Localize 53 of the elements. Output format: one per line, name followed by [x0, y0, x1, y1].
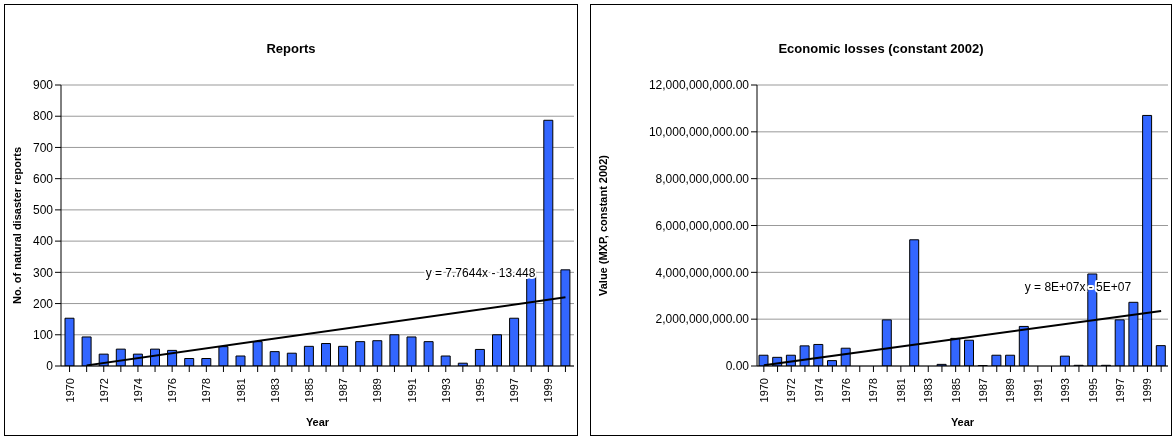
y-tick-label: 2,000,000,000.00 — [655, 312, 750, 327]
y-tick-label: 100 — [32, 328, 54, 343]
x-tick-label: 1991 — [1031, 378, 1044, 403]
x-tick-label: 1972 — [785, 378, 798, 403]
x-axis-title: Year — [305, 416, 330, 428]
chart-title: Reports — [265, 41, 317, 56]
x-tick-label: 1987 — [977, 378, 990, 403]
x-tick-label: 1976 — [166, 378, 179, 403]
y-tick-label: 12,000,000,000.00 — [648, 78, 750, 93]
y-tick-label: 8,000,000,000.00 — [655, 171, 750, 186]
x-tick-label: 1989 — [371, 378, 384, 403]
x-tick-label: 1974 — [131, 378, 144, 403]
x-tick-label: 1974 — [812, 378, 825, 403]
x-tick-label: 1972 — [97, 378, 110, 403]
x-tick-label: 1970 — [757, 378, 770, 403]
x-axis-title: Year — [950, 416, 975, 428]
y-tick-label: 400 — [32, 234, 54, 249]
y-tick-label: 4,000,000,000.00 — [655, 265, 750, 280]
x-tick-label: 1983 — [922, 378, 935, 403]
x-tick-label: 1976 — [840, 378, 853, 403]
x-tick-label: 1989 — [1004, 378, 1017, 403]
x-tick-label: 1978 — [867, 378, 880, 403]
x-tick-label: 1999 — [1141, 378, 1154, 403]
x-tick-label: 1978 — [200, 378, 213, 403]
y-tick-label: 600 — [32, 171, 54, 186]
x-tick-label: 1999 — [542, 378, 555, 403]
x-tick-label: 1995 — [1086, 378, 1099, 403]
x-tick-label: 1991 — [405, 378, 418, 403]
y-tick-label: 0.00 — [725, 359, 750, 374]
x-tick-label: 1981 — [894, 378, 907, 403]
y-tick-label: 300 — [32, 265, 54, 280]
y-tick-label: 0 — [46, 359, 54, 374]
y-tick-label: 700 — [32, 140, 54, 155]
y-axis-title: No. of natural disaster reports — [10, 146, 23, 305]
y-tick-label: 10,000,000,000.00 — [648, 125, 750, 140]
x-tick-label: 1995 — [473, 378, 486, 403]
y-tick-label: 500 — [32, 203, 54, 218]
y-tick-label: 6,000,000,000.00 — [655, 218, 750, 233]
x-tick-label: 1993 — [439, 378, 452, 403]
x-tick-label: 1985 — [302, 378, 315, 403]
x-tick-label: 1997 — [508, 378, 521, 403]
y-tick-label: 900 — [32, 78, 54, 93]
y-tick-label: 800 — [32, 109, 54, 124]
x-tick-label: 1993 — [1059, 378, 1072, 403]
x-tick-label: 1987 — [337, 378, 350, 403]
chart-title: Economic losses (constant 2002) — [777, 41, 985, 56]
x-tick-label: 1985 — [949, 378, 962, 403]
x-tick-label: 1997 — [1114, 378, 1127, 403]
y-tick-label: 200 — [32, 296, 54, 311]
x-tick-label: 1970 — [63, 378, 76, 403]
y-axis-title: Value (MXP, constant 2002) — [596, 154, 609, 297]
x-tick-label: 1983 — [268, 378, 281, 403]
x-tick-label: 1981 — [234, 378, 247, 403]
